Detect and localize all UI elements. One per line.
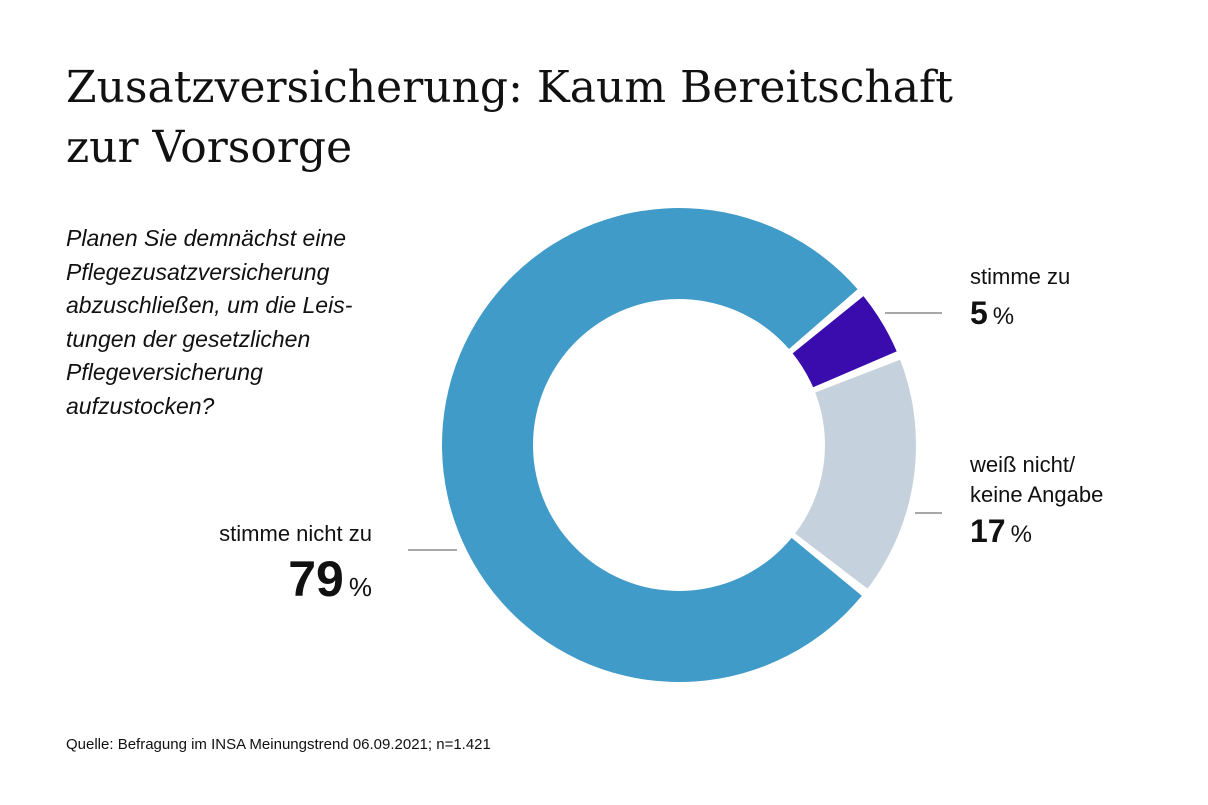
slice-unit-disagree: % bbox=[348, 572, 372, 602]
donut-slice-disagree bbox=[441, 207, 862, 682]
survey-question-line-2: Pflegezusatzversicherung bbox=[66, 258, 330, 285]
slice-label-unknown-name-2: keine Angabe bbox=[970, 482, 1104, 507]
slice-label-disagree: stimme nicht zu 79% bbox=[219, 519, 372, 609]
chart-title: Zusatzversicherung: Kaum Bereitschaft zu… bbox=[66, 58, 1066, 178]
survey-question: Planen Sie demnächst eine Pflegezusatzve… bbox=[66, 222, 406, 423]
slice-value-agree: 5 bbox=[970, 295, 988, 331]
survey-question-line-1: Planen Sie demnächst eine bbox=[66, 225, 347, 251]
slice-value-disagree: 79 bbox=[288, 551, 344, 607]
survey-question-line-4: tungen der gesetzlichen bbox=[66, 325, 311, 352]
slice-label-agree: stimme zu 5% bbox=[970, 262, 1070, 334]
survey-question-line-6: aufzustocken? bbox=[66, 392, 215, 419]
chart-title-line-1: Zusatzversicherung: Kaum Bereitschaft bbox=[66, 62, 953, 113]
donut-slice-agree bbox=[792, 296, 897, 388]
slice-value-unknown: 17 bbox=[970, 513, 1006, 549]
source-note: Quelle: Befragung im INSA Meinungstrend … bbox=[66, 736, 491, 753]
slice-unit-unknown: % bbox=[1010, 521, 1032, 548]
survey-question-line-3: abzuschließen, um die Leis- bbox=[66, 292, 353, 318]
survey-question-line-5: Pflegeversicherung bbox=[66, 359, 263, 385]
slice-label-disagree-name: stimme nicht zu bbox=[219, 521, 372, 546]
donut-slice-unknown bbox=[795, 359, 916, 589]
slice-label-unknown: weiß nicht/ keine Angabe 17% bbox=[970, 450, 1103, 552]
slice-unit-agree: % bbox=[992, 303, 1015, 330]
chart-title-line-2: zur Vorsorge bbox=[66, 122, 353, 173]
slice-label-agree-name: stimme zu bbox=[970, 264, 1071, 289]
slice-label-unknown-name-1: weiß nicht/ bbox=[970, 452, 1076, 477]
